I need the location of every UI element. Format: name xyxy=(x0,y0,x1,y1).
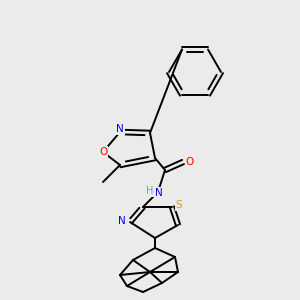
Text: N: N xyxy=(118,216,126,226)
Text: O: O xyxy=(186,157,194,167)
Text: S: S xyxy=(176,200,182,210)
Text: H: H xyxy=(146,186,154,196)
Text: N: N xyxy=(155,188,163,198)
Text: O: O xyxy=(99,147,107,157)
Text: N: N xyxy=(116,124,124,134)
